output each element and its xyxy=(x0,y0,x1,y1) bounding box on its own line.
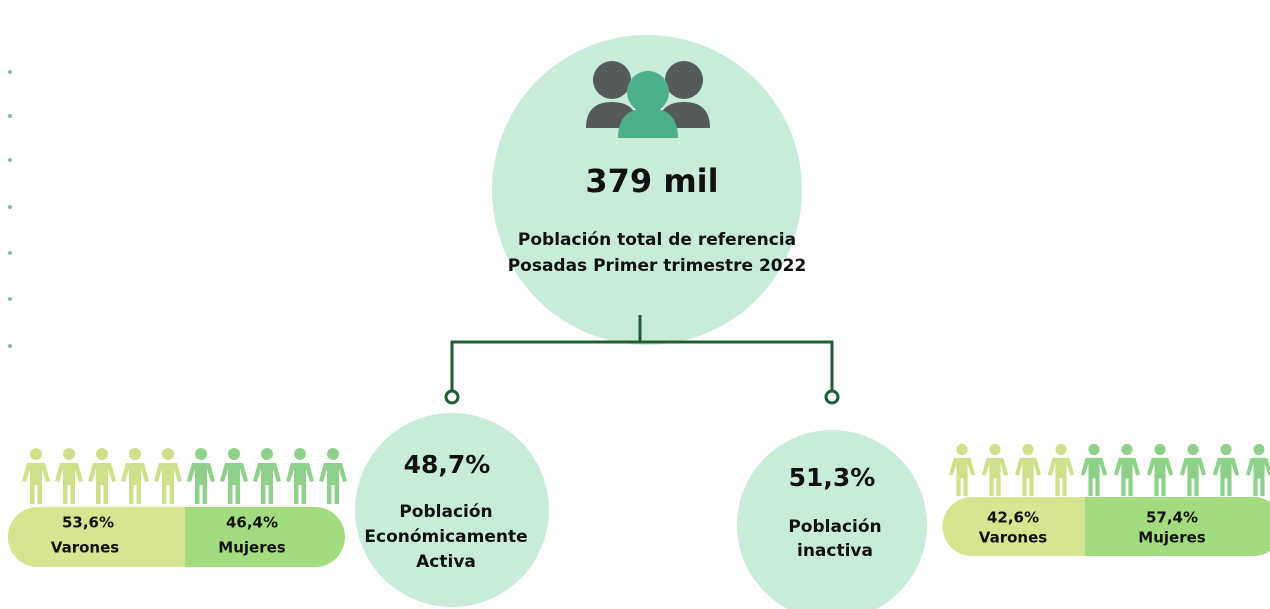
inactive-women-percent: 57,4% xyxy=(1146,509,1198,527)
inactive-pill xyxy=(942,497,1270,556)
active-circle xyxy=(355,413,549,607)
person-icon xyxy=(220,448,248,504)
side-dots xyxy=(8,70,12,348)
inactive-label: Población xyxy=(788,517,881,537)
person-icon xyxy=(121,448,149,504)
person-icon xyxy=(154,448,182,504)
total-value: 379 mil xyxy=(585,162,718,200)
active-men-label: Varones xyxy=(51,539,119,557)
person-icon xyxy=(253,448,281,504)
person-icon xyxy=(88,448,116,504)
person-icon xyxy=(187,448,215,504)
active-women-percent: 46,4% xyxy=(226,514,278,532)
inactive-women-label: Mujeres xyxy=(1138,529,1205,547)
active-women-label: Mujeres xyxy=(218,539,285,557)
person-icon xyxy=(319,448,347,504)
connector xyxy=(444,315,840,405)
active-pill xyxy=(8,507,345,567)
inactive-men-percent: 42,6% xyxy=(987,509,1039,527)
total-label: Población total de referencia xyxy=(518,230,796,250)
total-circle xyxy=(492,35,802,345)
active-label: Económicamente xyxy=(364,527,527,547)
person-icon xyxy=(55,448,83,504)
active-men-percent: 53,6% xyxy=(62,514,114,532)
group-icon xyxy=(586,61,710,138)
person-icon xyxy=(1080,443,1108,497)
person-icon xyxy=(1014,443,1042,497)
people-icons xyxy=(22,443,1270,504)
person-icon xyxy=(948,443,976,497)
person-icon xyxy=(1113,443,1141,497)
person-icon xyxy=(1047,443,1075,497)
person-icon xyxy=(1212,443,1240,497)
inactive-circle xyxy=(737,430,927,609)
active-percent: 48,7% xyxy=(404,450,491,479)
inactive-label: inactiva xyxy=(797,541,873,561)
person-icon xyxy=(1146,443,1174,497)
inactive-percent: 51,3% xyxy=(789,463,876,492)
person-icon xyxy=(286,448,314,504)
person-icon xyxy=(981,443,1009,497)
inactive-men-label: Varones xyxy=(979,529,1047,547)
active-label: Activa xyxy=(416,552,476,572)
active-label: Población xyxy=(399,502,492,522)
total-label: Posadas Primer trimestre 2022 xyxy=(508,256,807,276)
person-icon xyxy=(22,448,50,504)
person-icon xyxy=(1179,443,1207,497)
person-icon xyxy=(1245,443,1270,497)
